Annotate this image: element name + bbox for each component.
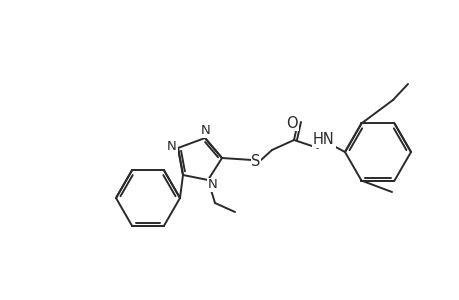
Text: O: O xyxy=(285,116,297,130)
Text: N: N xyxy=(201,124,210,137)
Text: N: N xyxy=(207,178,218,191)
Text: N: N xyxy=(167,140,177,154)
Text: HN: HN xyxy=(313,133,334,148)
Text: S: S xyxy=(251,154,260,169)
